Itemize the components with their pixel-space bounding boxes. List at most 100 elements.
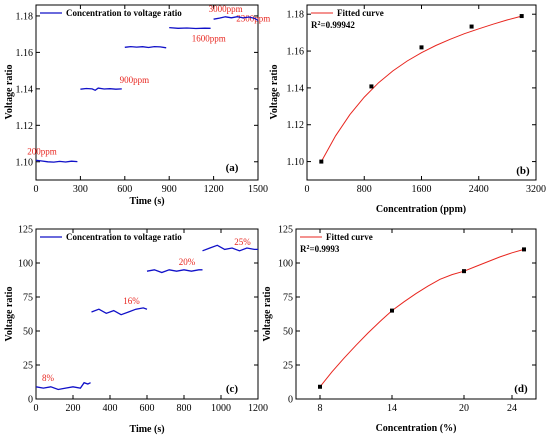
y-axis-label: Voltage ratio (262, 287, 273, 342)
y-tick-label: 125 (278, 225, 293, 236)
series-segment (80, 87, 122, 92)
legend: Concentration to voltage ratio (40, 8, 182, 18)
y-tick-label: 1.18 (287, 10, 305, 21)
x-tick-label: 2400 (469, 184, 489, 195)
y-axis-label: Voltage ratio (4, 287, 15, 342)
panel-c: 0 200 400 600 800 1000 1200 0 25 50 75 100 125 8% 16%… (4, 225, 268, 436)
segment-annotation: 900ppm (120, 75, 150, 85)
series-segment (146, 269, 203, 274)
y-tick-label: 75 (283, 293, 293, 304)
y-tick-label: 1.16 (287, 47, 305, 58)
data-point (390, 308, 394, 313)
x-axis-label: Concentration (%) (376, 423, 457, 434)
r-squared-label: R2=0.99942 (311, 20, 355, 30)
panel-b: 0 800 1600 2400 3200 1.10 1.12 1.14 1.16 1.18 Fit… (269, 4, 546, 215)
r-squared-exponent: 2 (318, 21, 321, 27)
legend-label: Fitted curve (337, 8, 384, 18)
fitted-curve (320, 15, 522, 162)
segment-annotation: 16% (123, 296, 140, 306)
x-tick-label: 20 (459, 403, 469, 414)
series-segment (169, 26, 211, 30)
y-axis-label: Voltage ratio (269, 65, 280, 120)
x-tick-label: 400 (103, 403, 118, 414)
r-squared-label: R2=0.9993 (300, 244, 340, 254)
y-tick-label: 50 (23, 327, 33, 338)
plot-frame (295, 228, 537, 400)
series-segment (213, 16, 259, 22)
segment-annotation: 20% (179, 257, 196, 267)
data-point (318, 384, 322, 389)
x-tick-label: 600 (140, 403, 155, 414)
plot-frame (35, 228, 259, 400)
r-squared-exponent: 2 (307, 245, 310, 251)
marks (319, 14, 524, 164)
y-tick-label: 1.18 (16, 11, 34, 22)
x-tick-label: 200 (66, 403, 81, 414)
data-point (419, 45, 424, 50)
fitted-curve (319, 248, 525, 388)
panel-label: (a) (226, 162, 239, 174)
x-tick-label: 3200 (526, 184, 546, 195)
data-point (462, 269, 466, 274)
x-tick-label: 8 (318, 403, 323, 414)
y-tick-label: 1.12 (16, 121, 34, 132)
panel-label: (d) (514, 383, 528, 395)
series-segment (35, 159, 78, 163)
y-tick-label: 100 (278, 259, 293, 270)
y-tick-label: 0 (28, 395, 33, 406)
y-tick-label: 1.14 (287, 83, 305, 94)
y-tick-label: 125 (18, 225, 33, 236)
y-tick-label: 1.10 (16, 157, 34, 168)
panel-d: 8 14 20 24 0 25 50 75 100 125 Fitted curve R2=0.99… (262, 225, 537, 434)
y-axis-label: Voltage ratio (4, 65, 15, 120)
ticks: 8 14 20 24 0 25 50 75 100 125 (278, 225, 536, 414)
legend: Fitted curve R2=0.99942 (311, 8, 384, 30)
marks: 8% 16% 20% 25% (35, 237, 258, 391)
ticks: 0 200 400 600 800 1000 1200 0 25 50 75 100 125 (18, 225, 268, 415)
x-tick-label: 0 (305, 184, 310, 195)
x-tick-label: 1000 (211, 403, 231, 414)
series-segment (91, 307, 148, 316)
x-tick-label: 800 (357, 184, 372, 195)
panel-label: (c) (226, 383, 239, 395)
data-point (522, 247, 526, 252)
r-squared-value: =0.9993 (310, 244, 340, 254)
x-tick-label: 0 (34, 403, 39, 414)
y-tick-label: 75 (23, 293, 33, 304)
plot-frame (306, 4, 537, 181)
x-axis-label: Time (s) (129, 196, 164, 207)
segment-annotation: 1600ppm (192, 33, 226, 43)
x-tick-label: 600 (117, 184, 132, 195)
legend-label: Concentration to voltage ratio (66, 232, 182, 242)
r-squared-value: =0.99942 (321, 20, 356, 30)
y-tick-label: 100 (18, 259, 33, 270)
ticks: 0 800 1600 2400 3200 1.10 1.12 1.14 1.16 1.18 (287, 5, 546, 195)
data-point (319, 159, 324, 164)
y-tick-label: 1.12 (287, 120, 305, 131)
data-point (519, 14, 524, 19)
segment-annotation: 25% (234, 237, 251, 247)
x-tick-label: 14 (387, 403, 397, 414)
ticks: 0 300 600 900 1200 1500 1.10 1.12 1.14 1.16 1.18 (16, 5, 268, 195)
r-squared-symbol: R (300, 244, 307, 254)
x-tick-label: 1200 (248, 403, 268, 414)
panel-label: (b) (516, 165, 530, 177)
series-segment (124, 45, 167, 49)
y-tick-label: 1.10 (287, 157, 305, 168)
y-tick-label: 25 (283, 361, 293, 372)
x-tick-label: 1600 (412, 184, 432, 195)
segment-annotation: 3000ppm (209, 4, 243, 14)
x-tick-label: 0 (34, 184, 39, 195)
data-point (469, 24, 474, 29)
x-tick-label: 1200 (204, 184, 224, 195)
x-tick-label: 300 (73, 184, 88, 195)
segment-annotation: 200ppm (27, 146, 57, 156)
x-axis-label: Concentration (ppm) (376, 204, 466, 215)
segment-annotation: 8% (42, 373, 55, 383)
series-segment (202, 244, 258, 252)
legend-label: Concentration to voltage ratio (66, 8, 182, 18)
y-tick-label: 0 (288, 395, 293, 406)
x-tick-label: 1500 (248, 184, 268, 195)
